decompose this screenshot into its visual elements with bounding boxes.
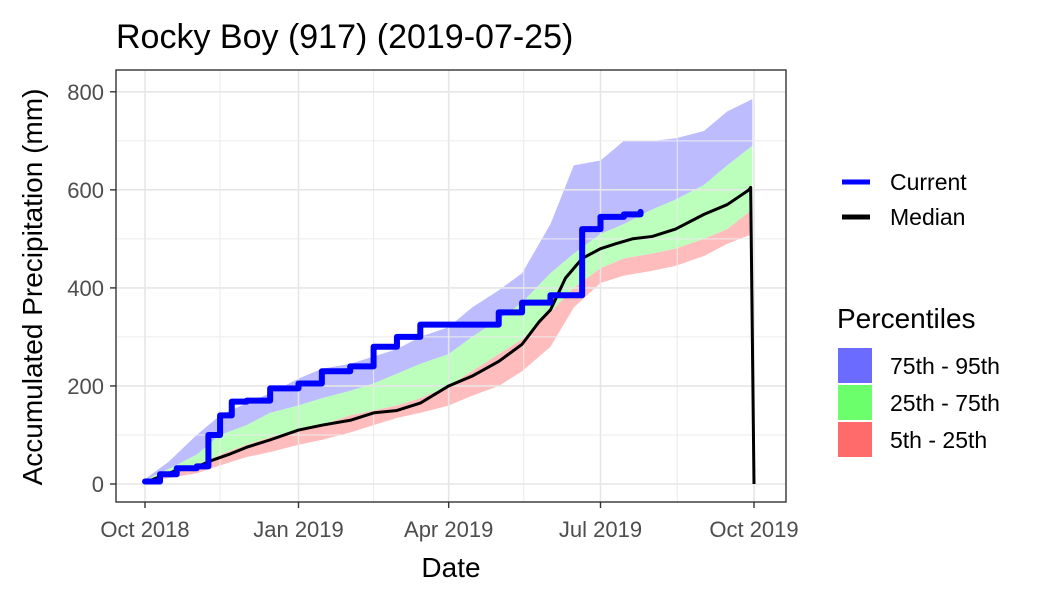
legend-band-label-1: 25th - 75th bbox=[890, 390, 1000, 416]
current-line bbox=[142, 208, 644, 485]
y-axis-label: Accumulated Precipitation (mm) bbox=[17, 89, 48, 486]
x-tick-label: Jul 2019 bbox=[559, 517, 642, 542]
x-tick-label: Oct 2019 bbox=[709, 517, 798, 542]
chart-title: Rocky Boy (917) (2019-07-25) bbox=[116, 18, 573, 56]
y-tick-label: 600 bbox=[67, 178, 104, 203]
x-tick-label: Oct 2018 bbox=[100, 517, 189, 542]
legend-label-median: Median bbox=[890, 204, 965, 230]
series-lines bbox=[142, 185, 756, 485]
median-line bbox=[144, 185, 756, 485]
legend-swatch-0 bbox=[838, 348, 872, 383]
x-tick-label: Apr 2019 bbox=[404, 517, 493, 542]
y-tick-label: 0 bbox=[92, 472, 104, 497]
y-tick-label: 200 bbox=[67, 374, 104, 399]
x-tick-label: Jan 2019 bbox=[253, 517, 344, 542]
legend: Current Median Percentiles 75th - 95th 25th … bbox=[837, 169, 1000, 457]
plot-border bbox=[115, 69, 787, 503]
legend-label-current: Current bbox=[890, 169, 967, 195]
x-axis-label: Date bbox=[421, 552, 480, 583]
legend-band-label-0: 75th - 95th bbox=[890, 353, 1000, 379]
y-tick-label: 400 bbox=[67, 276, 104, 301]
legend-swatch-2 bbox=[838, 422, 872, 457]
y-tick-label: 800 bbox=[67, 80, 104, 105]
axis-ticks: 0 200 400 600 800 Oct 2018 Jan 2019 Apr 2019 Jul… bbox=[67, 80, 798, 542]
legend-title: Percentiles bbox=[837, 303, 976, 334]
legend-swatch-1 bbox=[838, 385, 872, 420]
legend-band-label-2: 5th - 25th bbox=[890, 427, 987, 453]
